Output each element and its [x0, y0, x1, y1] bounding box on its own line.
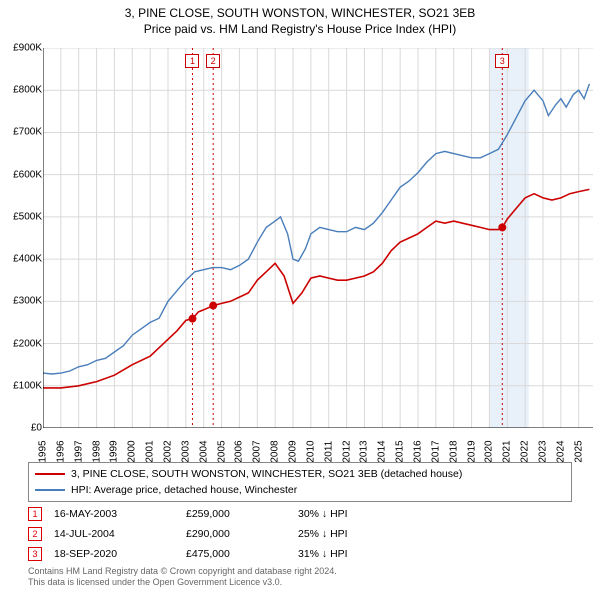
footer-line1: Contains HM Land Registry data © Crown c…	[28, 566, 337, 577]
y-tick-label: £0	[31, 423, 42, 434]
legend-swatch-property	[35, 473, 65, 475]
x-tick-label: 2006	[234, 440, 245, 462]
legend-row: 3, PINE CLOSE, SOUTH WONSTON, WINCHESTER…	[35, 466, 565, 482]
x-tick-label: 2010	[305, 440, 316, 462]
x-tick-label: 1996	[55, 440, 66, 462]
footer-attribution: Contains HM Land Registry data © Crown c…	[28, 566, 337, 588]
x-tick-label: 2007	[252, 440, 263, 462]
footer-line2: This data is licensed under the Open Gov…	[28, 577, 337, 588]
legend: 3, PINE CLOSE, SOUTH WONSTON, WINCHESTER…	[28, 462, 572, 502]
x-tick-label: 2011	[323, 441, 334, 463]
x-tick-label: 2025	[573, 440, 584, 462]
price-value: £475,000	[186, 548, 286, 560]
x-tick-label: 2003	[180, 440, 191, 462]
price-delta: 31% ↓ HPI	[298, 548, 398, 560]
x-tick-label: 2015	[395, 440, 406, 462]
price-value: £259,000	[186, 508, 286, 520]
x-tick-label: 1997	[73, 440, 84, 462]
chart-container: { "title": { "line1": "3, PINE CLOSE, SO…	[0, 0, 600, 590]
sale-marker-box: 1	[185, 54, 199, 68]
legend-label-hpi: HPI: Average price, detached house, Winc…	[71, 484, 297, 496]
price-delta: 25% ↓ HPI	[298, 528, 398, 540]
price-marker-1: 1	[28, 507, 42, 521]
price-marker-3: 3	[28, 547, 42, 561]
y-tick-label: £200K	[13, 338, 42, 349]
price-delta: 30% ↓ HPI	[298, 508, 398, 520]
x-tick-label: 2017	[430, 440, 441, 462]
x-tick-label: 2016	[413, 440, 424, 462]
price-value: £290,000	[186, 528, 286, 540]
price-date: 16-MAY-2003	[54, 508, 174, 520]
x-tick-label: 2001	[145, 440, 156, 462]
y-tick-label: £500K	[13, 211, 42, 222]
x-tick-label: 2020	[484, 440, 495, 462]
x-tick-label: 2024	[555, 440, 566, 462]
x-tick-label: 1999	[109, 440, 120, 462]
x-tick-label: 2009	[288, 440, 299, 462]
title-block: 3, PINE CLOSE, SOUTH WONSTON, WINCHESTER…	[0, 0, 600, 36]
x-tick-label: 1995	[38, 440, 49, 462]
y-tick-label: £400K	[13, 254, 42, 265]
sale-marker-box: 3	[495, 54, 509, 68]
legend-row: HPI: Average price, detached house, Winc…	[35, 482, 565, 498]
x-tick-label: 2002	[163, 440, 174, 462]
chart-area	[43, 48, 593, 428]
x-tick-label: 1998	[91, 440, 102, 462]
price-row: 1 16-MAY-2003 £259,000 30% ↓ HPI	[28, 504, 572, 524]
y-tick-label: £300K	[13, 296, 42, 307]
price-paid-table: 1 16-MAY-2003 £259,000 30% ↓ HPI 2 14-JU…	[28, 504, 572, 564]
chart-svg	[43, 48, 593, 428]
x-tick-label: 2012	[341, 440, 352, 462]
y-tick-label: £100K	[13, 380, 42, 391]
sale-marker-box: 2	[206, 54, 220, 68]
title-address: 3, PINE CLOSE, SOUTH WONSTON, WINCHESTER…	[0, 6, 600, 20]
x-tick-label: 2008	[270, 440, 281, 462]
x-tick-label: 2022	[520, 440, 531, 462]
price-row: 3 18-SEP-2020 £475,000 31% ↓ HPI	[28, 544, 572, 564]
x-tick-label: 2004	[198, 440, 209, 462]
y-tick-label: £700K	[13, 127, 42, 138]
price-row: 2 14-JUL-2004 £290,000 25% ↓ HPI	[28, 524, 572, 544]
x-tick-label: 2014	[377, 440, 388, 462]
price-date: 18-SEP-2020	[54, 548, 174, 560]
legend-label-property: 3, PINE CLOSE, SOUTH WONSTON, WINCHESTER…	[71, 468, 462, 480]
x-tick-label: 2005	[216, 440, 227, 462]
x-tick-label: 2019	[466, 440, 477, 462]
price-marker-2: 2	[28, 527, 42, 541]
legend-swatch-hpi	[35, 489, 65, 491]
x-tick-label: 2000	[127, 440, 138, 462]
y-tick-label: £900K	[13, 43, 42, 54]
x-tick-label: 2018	[448, 440, 459, 462]
title-subtitle: Price paid vs. HM Land Registry's House …	[0, 22, 600, 36]
x-tick-label: 2021	[502, 440, 513, 462]
y-tick-label: £600K	[13, 169, 42, 180]
price-date: 14-JUL-2004	[54, 528, 174, 540]
y-tick-label: £800K	[13, 85, 42, 96]
x-tick-label: 2013	[359, 440, 370, 462]
x-tick-label: 2023	[538, 440, 549, 462]
